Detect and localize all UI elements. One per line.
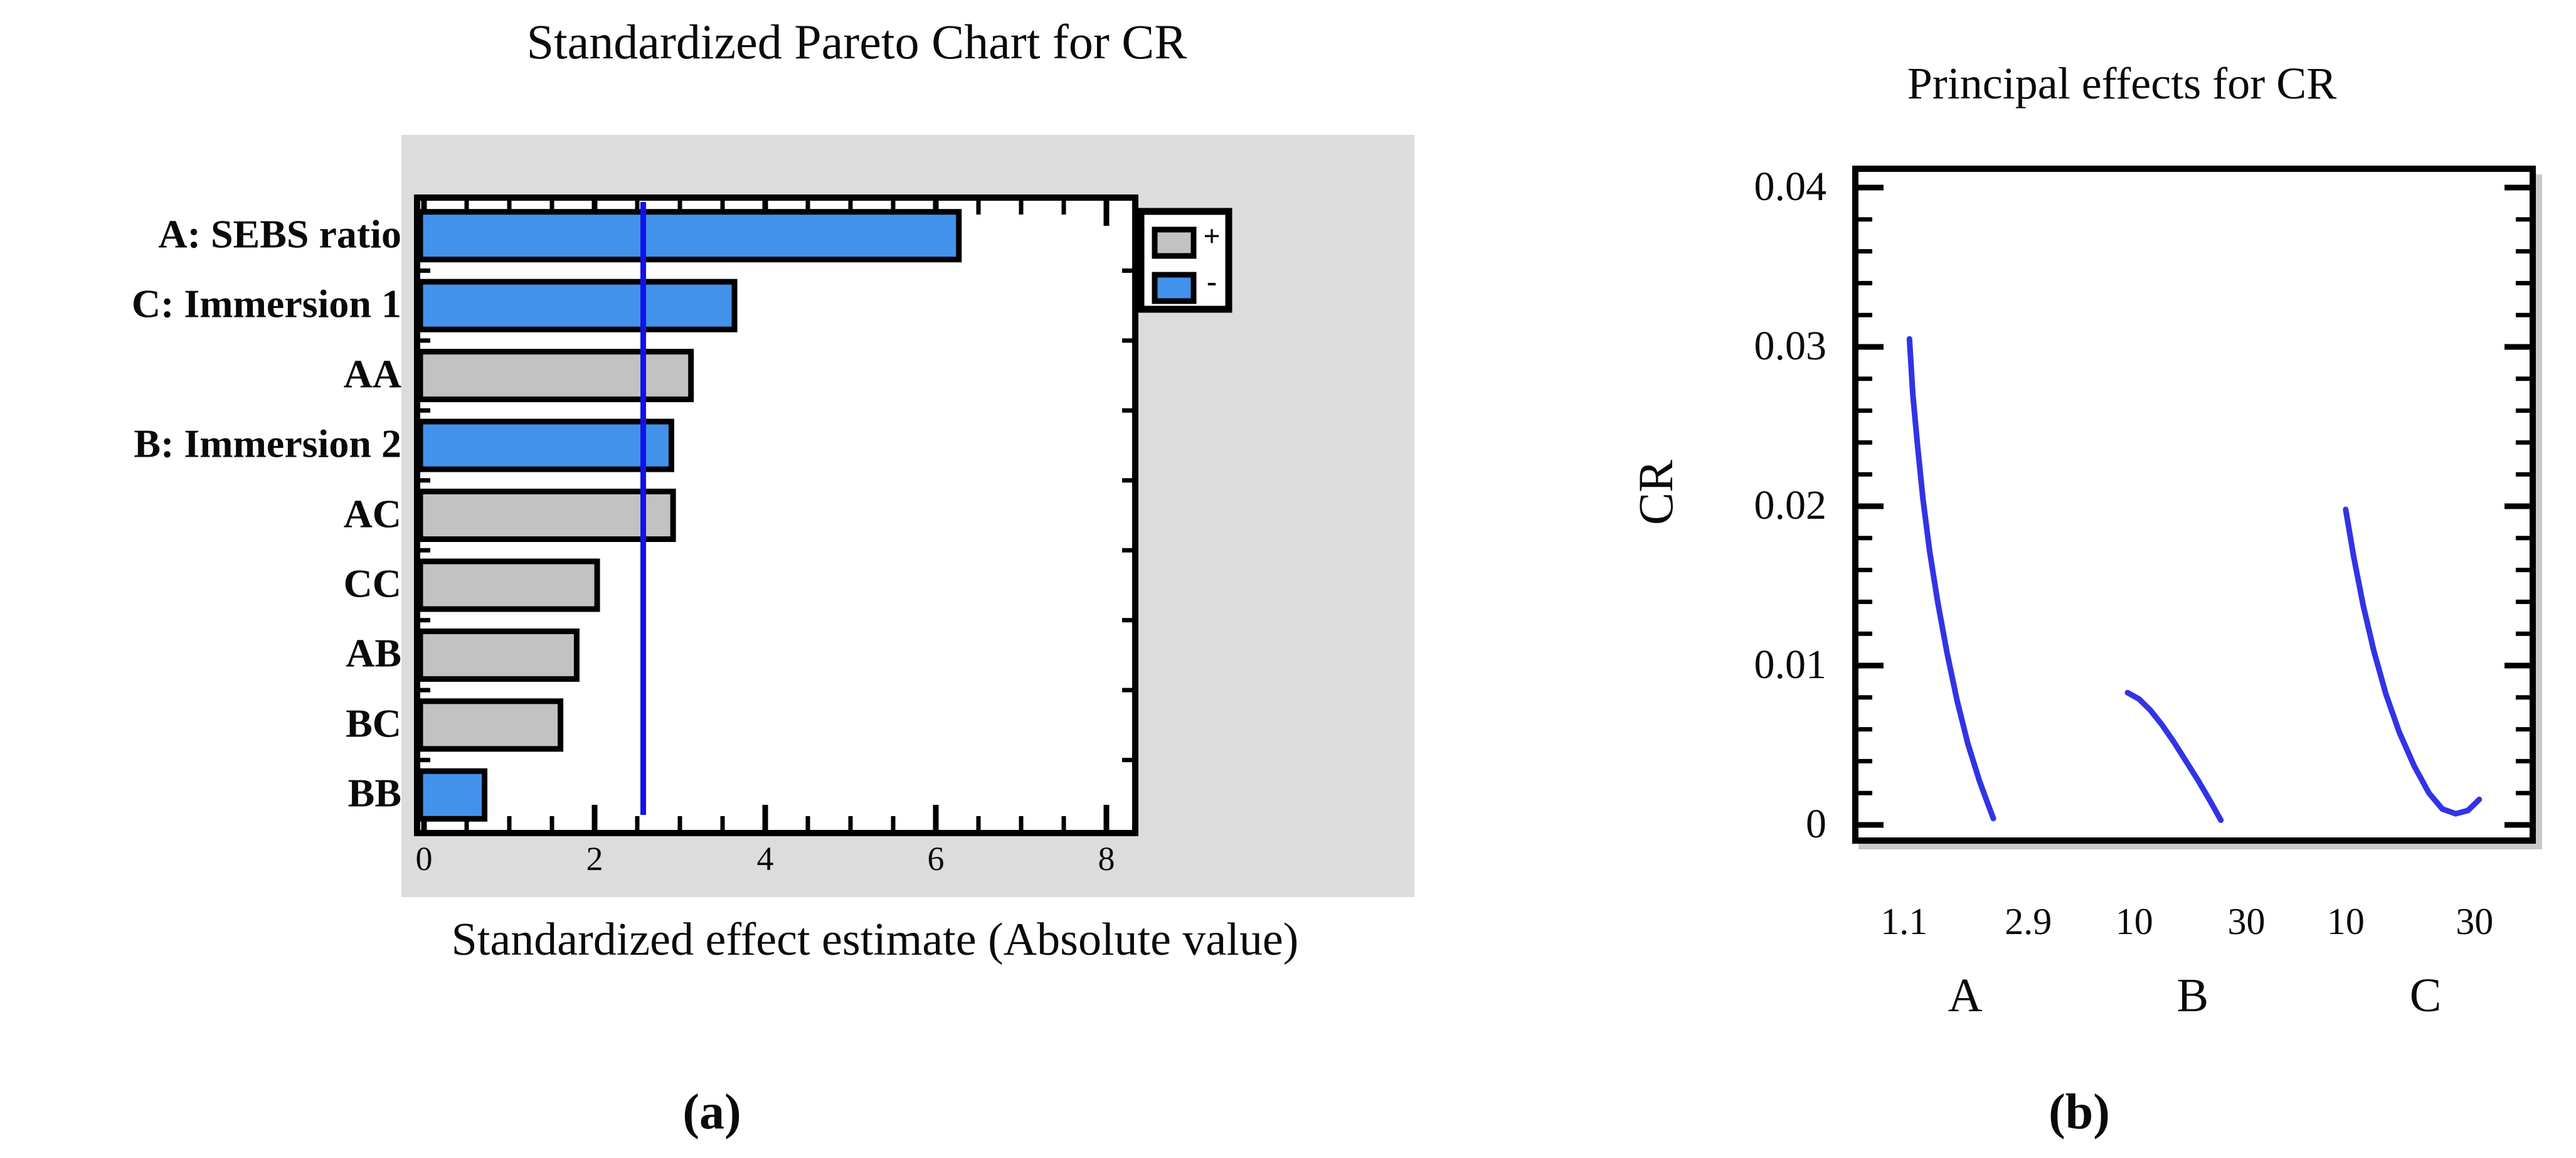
factor-label: A bbox=[1948, 969, 1983, 1022]
category-label: BB bbox=[347, 770, 401, 815]
pareto-bar bbox=[417, 768, 488, 822]
x-tick-label: 8 bbox=[1098, 840, 1115, 878]
caption-a: (a) bbox=[682, 1085, 741, 1140]
x-tick-label: 2 bbox=[586, 840, 603, 878]
y-tick-label: 0.04 bbox=[1754, 163, 1827, 210]
y-tick-label: 0 bbox=[1806, 800, 1826, 847]
category-label: B: Immersion 2 bbox=[134, 421, 401, 466]
x-level-label: 2.9 bbox=[2005, 901, 2052, 942]
pareto-bar bbox=[417, 489, 676, 542]
category-label: AC bbox=[343, 491, 401, 536]
factor-label: B bbox=[2176, 969, 2209, 1022]
category-label: AA bbox=[343, 351, 401, 396]
x-level-label: 1.1 bbox=[1880, 901, 1928, 942]
effect-curve-c bbox=[2343, 506, 2483, 817]
x-level-label: 10 bbox=[2115, 901, 2153, 942]
category-label: AB bbox=[346, 631, 401, 676]
legend-positive-swatch bbox=[1152, 226, 1197, 259]
pareto-bar bbox=[417, 418, 674, 472]
category-label: A: SEBS ratio bbox=[158, 211, 401, 257]
y-tick-label: 0.01 bbox=[1754, 641, 1827, 688]
pareto-bar bbox=[417, 558, 600, 612]
y-tick-label: 0.03 bbox=[1754, 322, 1827, 369]
effect-curve-a bbox=[1906, 336, 1996, 822]
pareto-bar bbox=[417, 628, 580, 682]
pareto-bar bbox=[417, 349, 694, 403]
caption-b: (b) bbox=[2049, 1085, 2110, 1140]
factor-label: C bbox=[2409, 969, 2442, 1022]
legend-negative-swatch bbox=[1152, 272, 1197, 304]
legend-minus-label: - bbox=[1207, 265, 1217, 298]
category-label: BC bbox=[346, 701, 401, 746]
x-level-label: 10 bbox=[2326, 901, 2365, 942]
pareto-bar bbox=[417, 698, 564, 752]
effects-plot-area bbox=[1858, 172, 2530, 837]
x-tick-label: 0 bbox=[415, 840, 433, 878]
pareto-chart-title: Standardized Pareto Chart for CR bbox=[526, 14, 1187, 69]
y-tick-label: 0.02 bbox=[1754, 482, 1827, 528]
plot-shadow-bottom bbox=[1858, 844, 2542, 849]
pareto-x-axis-title: Standardized effect estimate (Absolute v… bbox=[451, 914, 1299, 965]
legend-plus-label: + bbox=[1203, 220, 1221, 253]
x-tick-label: 4 bbox=[756, 840, 774, 878]
x-level-label: 30 bbox=[2456, 901, 2494, 942]
effect-curve-b bbox=[2124, 689, 2224, 823]
x-tick-label: 6 bbox=[927, 840, 945, 878]
pareto-bar bbox=[417, 209, 962, 263]
pareto-bar bbox=[417, 279, 738, 332]
plot-shadow-right bbox=[2536, 174, 2542, 849]
x-level-label: 30 bbox=[2227, 901, 2266, 942]
category-label: C: Immersion 1 bbox=[131, 281, 401, 326]
category-label: CC bbox=[343, 561, 401, 606]
effects-chart-title: Principal effects for CR bbox=[1907, 58, 2337, 109]
